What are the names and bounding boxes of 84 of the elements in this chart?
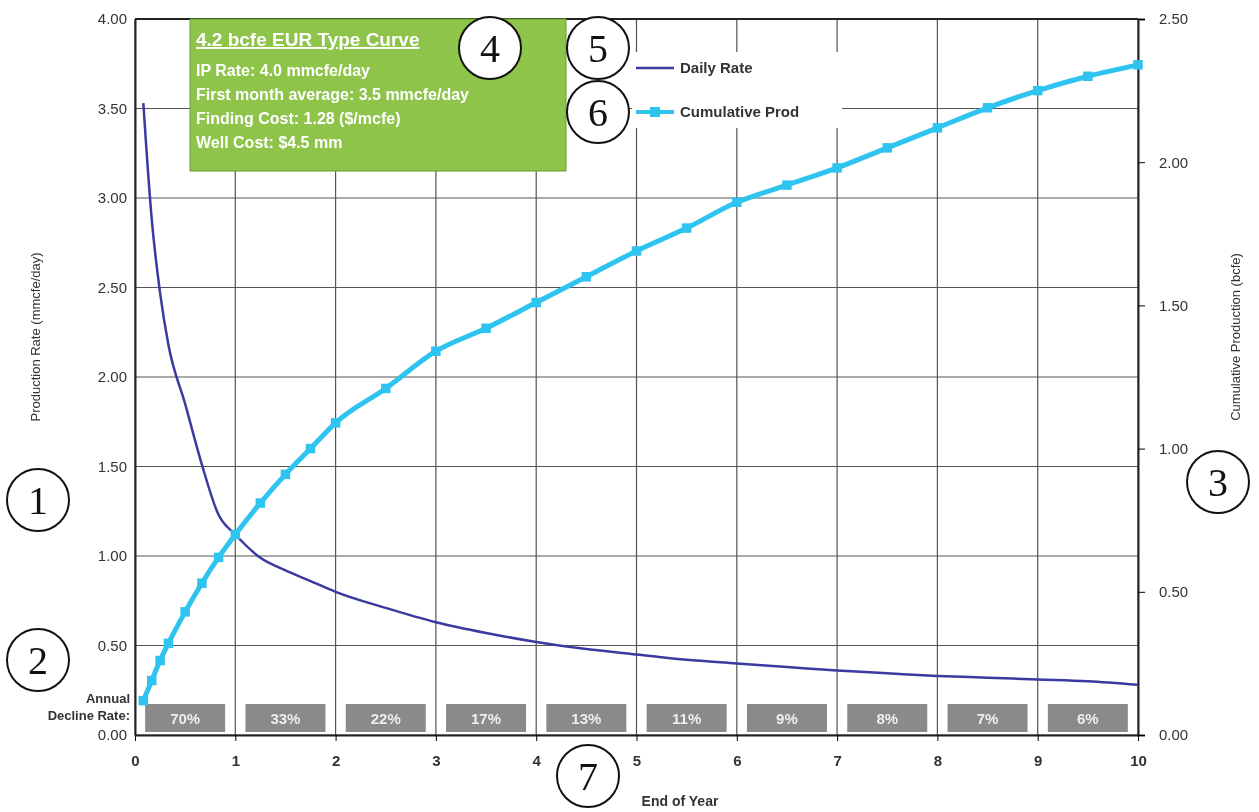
y2-tick-label: 0.00 — [1159, 726, 1189, 744]
annotation: 33% — [270, 710, 301, 727]
x-tick-label: 7 — [833, 751, 842, 769]
x-tick-label: 4 — [532, 751, 542, 769]
annotation: First month average: 3.5 mmcfe/day — [196, 86, 470, 103]
circled-number: 1 — [6, 468, 70, 532]
point — [197, 578, 207, 588]
point — [882, 143, 892, 153]
circled-number: 7 — [556, 744, 620, 808]
point — [1133, 60, 1143, 70]
x-tick-label: 3 — [432, 751, 441, 769]
point — [381, 383, 391, 394]
point — [1032, 85, 1043, 96]
annotation: Well Cost: $4.5 mm — [196, 134, 343, 151]
point — [213, 552, 224, 563]
x-tick-label: 1 — [231, 751, 240, 769]
legend-label: Cumulative Prod — [680, 103, 800, 120]
y-tick-label: 4.00 — [97, 10, 127, 28]
point — [581, 272, 592, 282]
point — [280, 469, 291, 480]
point — [431, 346, 441, 356]
x-tick-label: 8 — [933, 751, 943, 769]
annotation: 11% — [672, 710, 702, 727]
point — [732, 197, 742, 208]
point — [1083, 71, 1093, 82]
point — [163, 638, 174, 649]
annotation: 7% — [976, 710, 999, 727]
annotation: 5 — [588, 26, 608, 71]
point — [138, 695, 149, 706]
annotation: 6 — [588, 90, 608, 135]
point — [155, 655, 165, 666]
point — [330, 418, 341, 428]
annotation: 13% — [571, 710, 602, 727]
point — [147, 675, 157, 686]
point — [982, 103, 993, 113]
point — [681, 223, 692, 233]
circled-number: 4 — [458, 16, 522, 80]
y-axis-title: Production Rate (mmcfe/day) — [28, 252, 43, 422]
x-tick-label: 6 — [733, 751, 742, 769]
y2-tick-label: 2.00 — [1159, 153, 1189, 171]
point — [230, 529, 241, 540]
legend-label: Daily Rate — [680, 59, 753, 76]
text: Annual Decline Rate: — [47, 691, 130, 723]
point — [782, 180, 792, 190]
x-axis-title: End of Year — [641, 793, 719, 809]
x-tick-label: 0 — [131, 751, 140, 769]
x-tick-label: 9 — [1034, 751, 1043, 769]
y-tick-label: 0.50 — [97, 636, 127, 654]
y-tick-label: 1.00 — [97, 547, 127, 565]
annotation: 9% — [776, 710, 798, 727]
y-tick-label: 2.00 — [97, 368, 127, 386]
annotation: 6% — [1077, 710, 1099, 727]
text: 4.2 bcfe EUR Type Curve — [196, 29, 420, 50]
point — [932, 123, 943, 133]
annotation: 4 — [480, 26, 500, 71]
annotation: 22% — [370, 710, 401, 727]
point — [180, 607, 190, 617]
y-tick-label: 1.50 — [97, 457, 127, 475]
y-tick-label: 3.50 — [97, 99, 127, 117]
point — [481, 323, 491, 334]
annotation: 8% — [876, 710, 899, 727]
y2-tick-label: 1.50 — [1159, 296, 1189, 314]
y-tick-label: 0.00 — [97, 726, 127, 744]
circled-number: 5 — [566, 16, 630, 80]
y2-tick-label: 2.50 — [1159, 10, 1189, 28]
point — [255, 498, 266, 508]
point — [531, 297, 541, 308]
point — [832, 163, 842, 173]
y2-tick-label: 0.50 — [1159, 583, 1189, 601]
y-tick-label: 3.00 — [97, 189, 127, 207]
annotation: Finding Cost: 1.28 ($/mcfe) — [196, 110, 401, 127]
point — [631, 246, 642, 256]
x-tick-label: 5 — [632, 751, 642, 769]
point — [305, 443, 316, 454]
y2-axis-title: Cumulative Production (bcfe) — [1228, 253, 1243, 421]
circled-number: 6 — [566, 80, 630, 144]
y-tick-label: 2.50 — [97, 278, 127, 296]
circled-number: 2 — [6, 628, 70, 692]
annotation: 17% — [471, 710, 502, 727]
y2-tick-label: 1.00 — [1159, 439, 1189, 457]
x-tick-label: 2 — [331, 751, 341, 769]
x-tick-label: 10 — [1130, 751, 1147, 769]
annotation: IP Rate: 4.0 mmcfe/day — [196, 62, 371, 79]
annotation: 70% — [170, 710, 201, 727]
